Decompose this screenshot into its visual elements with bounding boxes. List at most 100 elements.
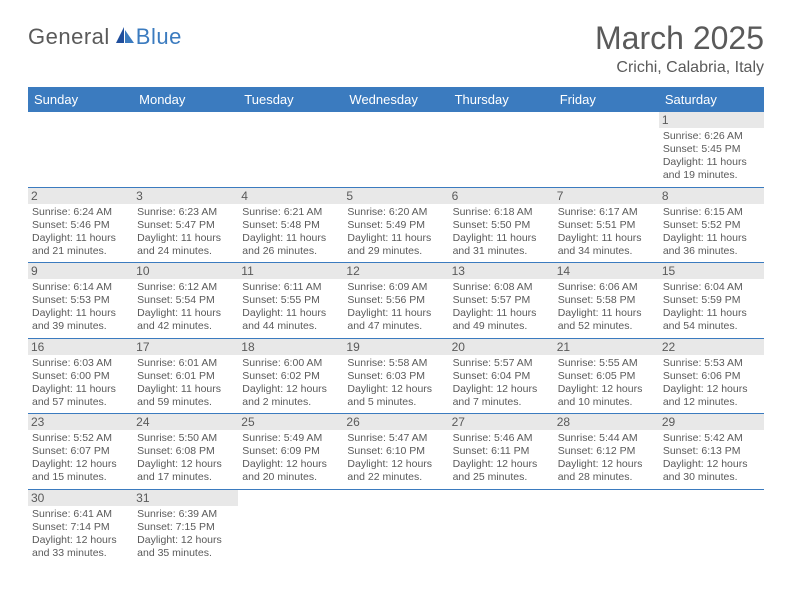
day-info: Sunrise: 5:47 AMSunset: 6:10 PMDaylight:… (347, 432, 444, 485)
day-number: 23 (28, 414, 133, 430)
sunrise-text: Sunrise: 5:52 AM (32, 432, 129, 445)
day-number (238, 112, 343, 114)
day-number: 6 (449, 188, 554, 204)
sunset-text: Sunset: 5:50 PM (453, 219, 550, 232)
day-number: 25 (238, 414, 343, 430)
day-number (343, 490, 448, 492)
sunset-text: Sunset: 5:51 PM (558, 219, 655, 232)
weekday-header: Friday (554, 87, 659, 112)
logo-text-general: General (28, 24, 110, 50)
calendar-day-cell: 10Sunrise: 6:12 AMSunset: 5:54 PMDayligh… (133, 263, 238, 339)
daylight-text: Daylight: 12 hours and 25 minutes. (453, 458, 550, 484)
day-info: Sunrise: 5:46 AMSunset: 6:11 PMDaylight:… (453, 432, 550, 485)
day-number: 8 (659, 188, 764, 204)
daylight-text: Daylight: 12 hours and 20 minutes. (242, 458, 339, 484)
header: General Blue March 2025 Crichi, Calabria… (28, 20, 764, 77)
calendar-body: 1 Sunrise: 6:26 AMSunset: 5:45 PM Daylight… (28, 112, 764, 564)
day-number: 28 (554, 414, 659, 430)
day-number (449, 112, 554, 114)
daylight-text: Daylight: 12 hours and 30 minutes. (663, 458, 760, 484)
sunrise-text: Sunrise: 5:57 AM (453, 357, 550, 370)
sunset-text: Sunset: 5:57 PM (453, 294, 550, 307)
day-info: Sunrise: 5:52 AMSunset: 6:07 PMDaylight:… (32, 432, 129, 485)
calendar-day-cell (238, 489, 343, 564)
sunset-text: Sunset: 6:04 PM (453, 370, 550, 383)
sunrise-text: Sunrise: 5:53 AM (663, 357, 760, 370)
calendar-day-cell (28, 112, 133, 187)
sunrise-text: Sunrise: 6:26 AM (663, 130, 760, 143)
day-info: Sunrise: 5:42 AMSunset: 6:13 PMDaylight:… (663, 432, 760, 485)
day-number (133, 112, 238, 114)
sunrise-text: Sunrise: 6:08 AM (453, 281, 550, 294)
calendar-day-cell: 14Sunrise: 6:06 AMSunset: 5:58 PMDayligh… (554, 263, 659, 339)
calendar-day-cell: 19Sunrise: 5:58 AMSunset: 6:03 PMDayligh… (343, 338, 448, 414)
day-info: Sunrise: 5:50 AMSunset: 6:08 PMDaylight:… (137, 432, 234, 485)
calendar-day-cell: 23 Sunrise: 5:52 AMSunset: 6:07 PMDayligh… (28, 414, 133, 490)
sunrise-text: Sunrise: 5:49 AM (242, 432, 339, 445)
sunset-text: Sunset: 5:55 PM (242, 294, 339, 307)
daylight-text: Daylight: 11 hours and 47 minutes. (347, 307, 444, 333)
day-number: 15 (659, 263, 764, 279)
calendar-day-cell: 12Sunrise: 6:09 AMSunset: 5:56 PMDayligh… (343, 263, 448, 339)
day-info: Sunrise: 6:04 AMSunset: 5:59 PMDaylight:… (663, 281, 760, 334)
sunset-text: Sunset: 5:47 PM (137, 219, 234, 232)
day-number: 16 (28, 339, 133, 355)
day-number (449, 490, 554, 492)
day-number (28, 112, 133, 114)
day-number: 24 (133, 414, 238, 430)
calendar-day-cell: 18Sunrise: 6:00 AMSunset: 6:02 PMDayligh… (238, 338, 343, 414)
sunrise-text: Sunrise: 6:20 AM (347, 206, 444, 219)
daylight-text: Daylight: 11 hours and 34 minutes. (558, 232, 655, 258)
day-info: Sunrise: 5:55 AMSunset: 6:05 PMDaylight:… (558, 357, 655, 410)
calendar-table: SundayMondayTuesdayWednesdayThursdayFrid… (28, 87, 764, 564)
sunrise-text: Sunrise: 6:11 AM (242, 281, 339, 294)
day-info: Sunrise: 5:49 AMSunset: 6:09 PMDaylight:… (242, 432, 339, 485)
calendar-day-cell (133, 112, 238, 187)
day-number: 3 (133, 188, 238, 204)
daylight-text: Daylight: 12 hours and 2 minutes. (242, 383, 339, 409)
sunrise-text: Sunrise: 5:47 AM (347, 432, 444, 445)
calendar-day-cell: 15 Sunrise: 6:04 AMSunset: 5:59 PMDayligh… (659, 263, 764, 339)
calendar-day-cell: 1Sunrise: 6:26 AMSunset: 5:45 PMDaylight… (659, 112, 764, 187)
month-title: March 2025 (595, 20, 764, 57)
day-number: 29 (659, 414, 764, 430)
calendar-day-cell: 26Sunrise: 5:47 AMSunset: 6:10 PMDayligh… (343, 414, 448, 490)
day-info: Sunrise: 6:41 AMSunset: 7:14 PMDaylight:… (32, 508, 129, 561)
day-number: 31 (133, 490, 238, 506)
day-info: Sunrise: 6:14 AMSunset: 5:53 PMDaylight:… (32, 281, 129, 334)
sunset-text: Sunset: 5:53 PM (32, 294, 129, 307)
day-info: Sunrise: 6:08 AMSunset: 5:57 PMDaylight:… (453, 281, 550, 334)
day-number (343, 112, 448, 114)
day-number: 18 (238, 339, 343, 355)
sunset-text: Sunset: 5:45 PM (663, 143, 760, 156)
sunrise-text: Sunrise: 5:42 AM (663, 432, 760, 445)
calendar-day-cell (449, 489, 554, 564)
sunset-text: Sunset: 6:02 PM (242, 370, 339, 383)
day-info: Sunrise: 6:23 AMSunset: 5:47 PMDaylight:… (137, 206, 234, 259)
calendar-day-cell: 11Sunrise: 6:11 AMSunset: 5:55 PMDayligh… (238, 263, 343, 339)
calendar-day-cell: 9 Sunrise: 6:14 AMSunset: 5:53 PMDaylight… (28, 263, 133, 339)
calendar-week-row: 1Sunrise: 6:26 AMSunset: 5:45 PMDaylight… (28, 112, 764, 187)
calendar-day-cell: 7Sunrise: 6:17 AMSunset: 5:51 PMDaylight… (554, 187, 659, 263)
day-info: Sunrise: 6:09 AMSunset: 5:56 PMDaylight:… (347, 281, 444, 334)
day-number: 10 (133, 263, 238, 279)
calendar-day-cell (449, 112, 554, 187)
calendar-week-row: 2Sunrise: 6:24 AMSunset: 5:46 PMDaylight… (28, 187, 764, 263)
daylight-text: Daylight: 11 hours and 24 minutes. (137, 232, 234, 258)
daylight-text: Daylight: 11 hours and 54 minutes. (663, 307, 760, 333)
sunrise-text: Sunrise: 6:12 AM (137, 281, 234, 294)
day-number: 9 (28, 263, 133, 279)
daylight-text: Daylight: 12 hours and 7 minutes. (453, 383, 550, 409)
daylight-text: Daylight: 11 hours and 21 minutes. (32, 232, 129, 258)
calendar-day-cell: 17Sunrise: 6:01 AMSunset: 6:01 PMDayligh… (133, 338, 238, 414)
day-number: 2 (28, 188, 133, 204)
sunset-text: Sunset: 6:09 PM (242, 445, 339, 458)
sunrise-text: Sunrise: 6:18 AM (453, 206, 550, 219)
day-number: 27 (449, 414, 554, 430)
daylight-text: Daylight: 12 hours and 10 minutes. (558, 383, 655, 409)
calendar-day-cell (659, 489, 764, 564)
daylight-text: Daylight: 11 hours and 39 minutes. (32, 307, 129, 333)
weekday-header: Tuesday (238, 87, 343, 112)
day-number (554, 490, 659, 492)
day-number: 1 (659, 112, 764, 128)
